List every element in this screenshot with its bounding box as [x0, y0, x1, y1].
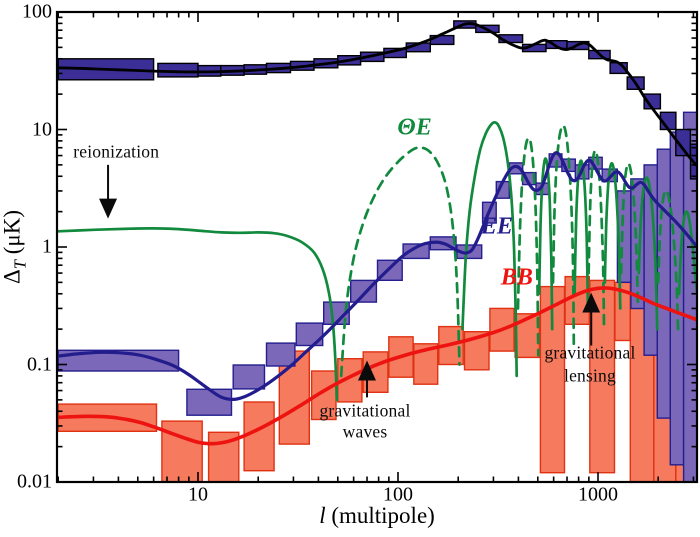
gravitational-lensing-annotation-line2: lensing [564, 365, 616, 386]
y-axis-delta: Δ [0, 269, 25, 285]
y-axis-title: ΔT (μK) [0, 210, 30, 284]
ee-error-boxes-box [232, 364, 266, 390]
plot-area [57, 20, 697, 482]
te-curve-label: ΘE [397, 114, 432, 141]
x-tick-label-10: 10 [188, 483, 208, 506]
axes [55, 10, 699, 484]
bb-error-boxes-box [413, 343, 439, 385]
te-curve-segment [551, 124, 576, 346]
x-axis-symbol: l [319, 503, 326, 528]
ee-curve-label: EE [480, 213, 513, 240]
bb-error-boxes-box [589, 279, 616, 474]
x-axis-title: l (multipole) [319, 503, 435, 529]
te-curve-segment [656, 189, 680, 331]
y-tick-label-10: 10 [32, 118, 52, 140]
gravitational-lensing-annotation-line1: gravitational [544, 342, 636, 363]
annotation-arrows [99, 164, 601, 398]
te-curve-segment [461, 121, 519, 378]
bb-error-boxes [57, 275, 632, 482]
te-curve-segment [516, 136, 540, 357]
ee-error-boxes-box [402, 243, 430, 260]
te-curve-segment [677, 210, 697, 296]
y-tick-label-100: 100 [22, 0, 52, 23]
te-curve-segment [537, 157, 554, 331]
te-curve-segment [603, 161, 622, 310]
ee-error-boxes-box [265, 342, 296, 367]
te-curve-segment [587, 149, 606, 331]
y-axis-unit: (μK) [0, 209, 25, 255]
ee-curve [57, 151, 697, 402]
y-axis-sub: T [10, 260, 30, 270]
ee-error-boxes-tall-box [682, 111, 697, 482]
gravitational-waves-annotation-line1: gravitational [319, 400, 411, 421]
temperature-error-boxes-box [675, 128, 692, 157]
te-curve-segment [339, 146, 461, 378]
ee-error-boxes-tall-box [656, 148, 671, 419]
y-tick-label-1: 1 [42, 235, 52, 258]
ee-error-boxes-box [57, 349, 180, 372]
te-curve-segment [57, 227, 339, 402]
reionization-annotation: reionization [73, 141, 160, 162]
te-curve-segment [619, 162, 640, 310]
temperature-curve [57, 22, 697, 168]
te-curve-segment [637, 176, 659, 331]
gravitational-waves-annotation-line2: waves [342, 421, 388, 442]
bb-curve-label: BB [500, 264, 533, 290]
x-axis-rest: (multipole) [331, 503, 435, 528]
bb-curve [57, 286, 697, 446]
x-tick-label-1000: 1000 [578, 483, 618, 506]
te-curve [57, 121, 697, 402]
bb-error-boxes-box [564, 275, 590, 326]
x-tick-label-100: 100 [383, 483, 413, 506]
y-tick-label-0.1: 0.1 [27, 353, 52, 375]
y-tick-label-0.01: 0.01 [17, 470, 52, 493]
ee-error-boxes-box [186, 388, 233, 416]
bb-error-boxes-box [243, 401, 275, 472]
te-curve-segment [573, 159, 590, 310]
